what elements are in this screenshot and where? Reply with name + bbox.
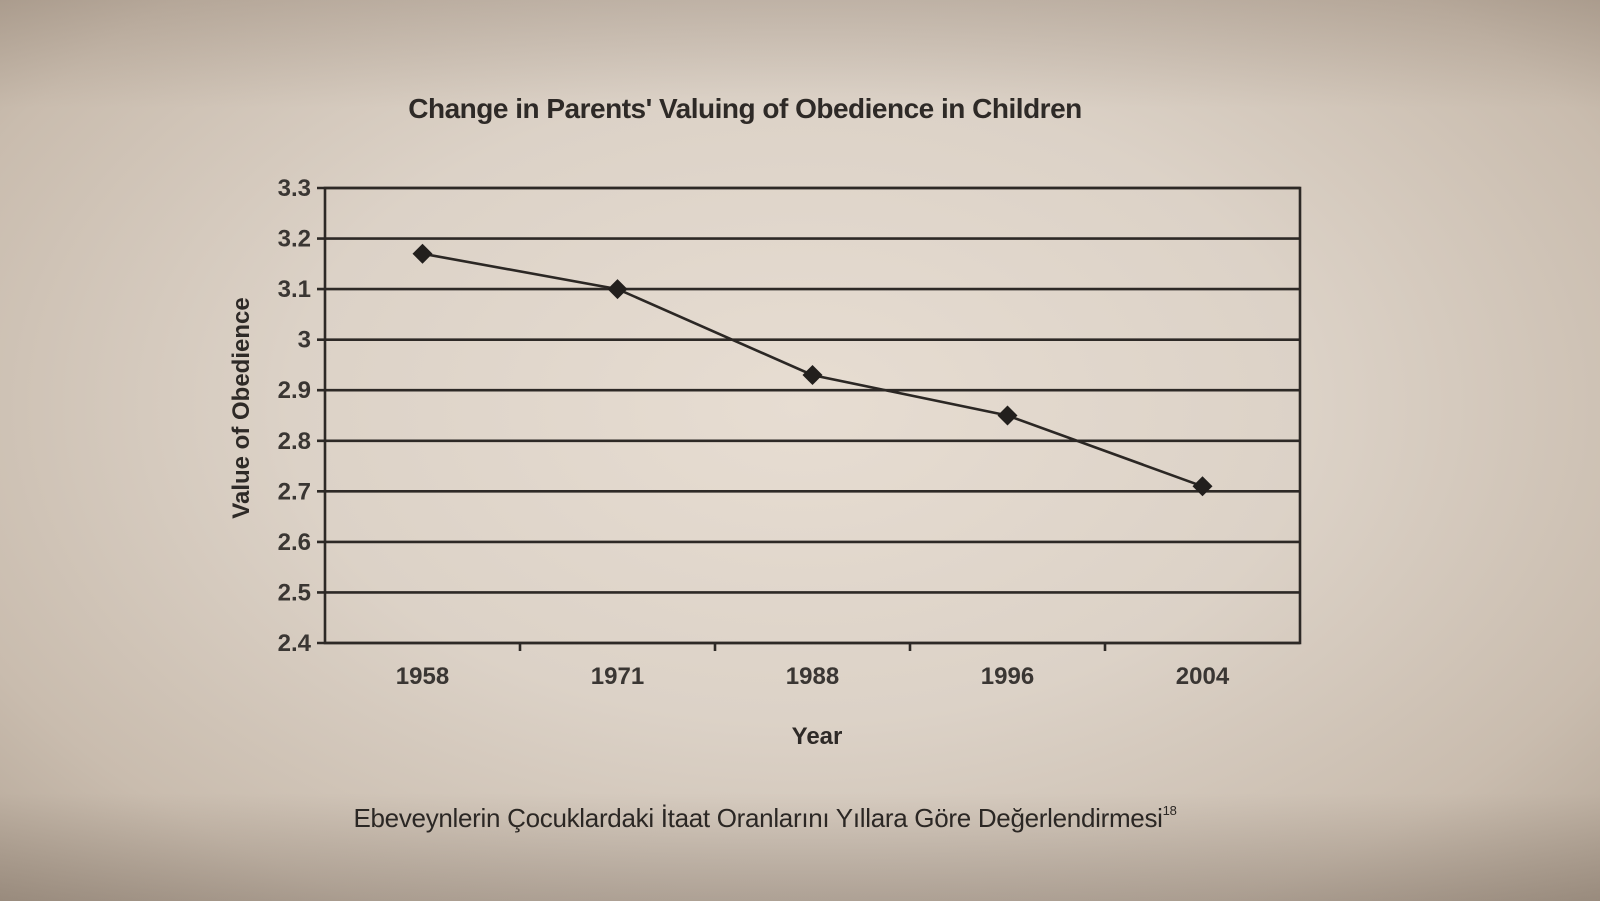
figure-caption: Ebeveynlerin Çocuklardaki İtaat Oranları… [353,803,1176,833]
y-tick-label: 2.9 [278,377,311,404]
chart-title: Change in Parents' Valuing of Obedience … [408,93,1082,124]
caption-text: Ebeveynlerin Çocuklardaki İtaat Oranları… [353,803,1162,833]
data-markers [412,243,1213,497]
y-tick-label: 2.4 [278,630,312,657]
y-tick-labels: 2.4 2.5 2.6 2.7 2.8 2.9 3 3.1 3.2 3.3 [278,175,312,657]
data-point-2004 [1192,476,1213,497]
x-tick-label-1958: 1958 [396,663,449,690]
data-point-1988 [802,365,823,386]
data-point-1996 [997,405,1018,426]
gridlines [317,186,1300,645]
y-tick-label: 2.5 [278,579,311,606]
x-tick-label-1996: 1996 [981,663,1034,690]
data-point-1958 [412,243,433,264]
x-axis-label: Year [792,723,843,750]
x-tick-label-1988: 1988 [786,663,839,690]
caption-footnote-number: 18 [1163,803,1177,818]
data-point-1971 [607,279,628,300]
y-tick-label: 3.1 [278,276,311,303]
y-tick-label: 3 [298,327,311,354]
x-tick-label-2004: 2004 [1176,663,1230,690]
y-tick-label: 2.8 [278,428,311,455]
y-axis-label: Value of Obedience [228,297,255,518]
y-tick-label: 3.3 [278,175,311,202]
x-tick-labels: 1958 1971 1988 1996 2004 [396,643,1230,690]
y-tick-label: 3.2 [278,226,311,253]
plot-frame [323,186,1302,645]
y-tick-label: 2.7 [278,478,311,505]
x-tick-label-1971: 1971 [591,663,644,690]
y-tick-label: 2.6 [278,529,311,556]
